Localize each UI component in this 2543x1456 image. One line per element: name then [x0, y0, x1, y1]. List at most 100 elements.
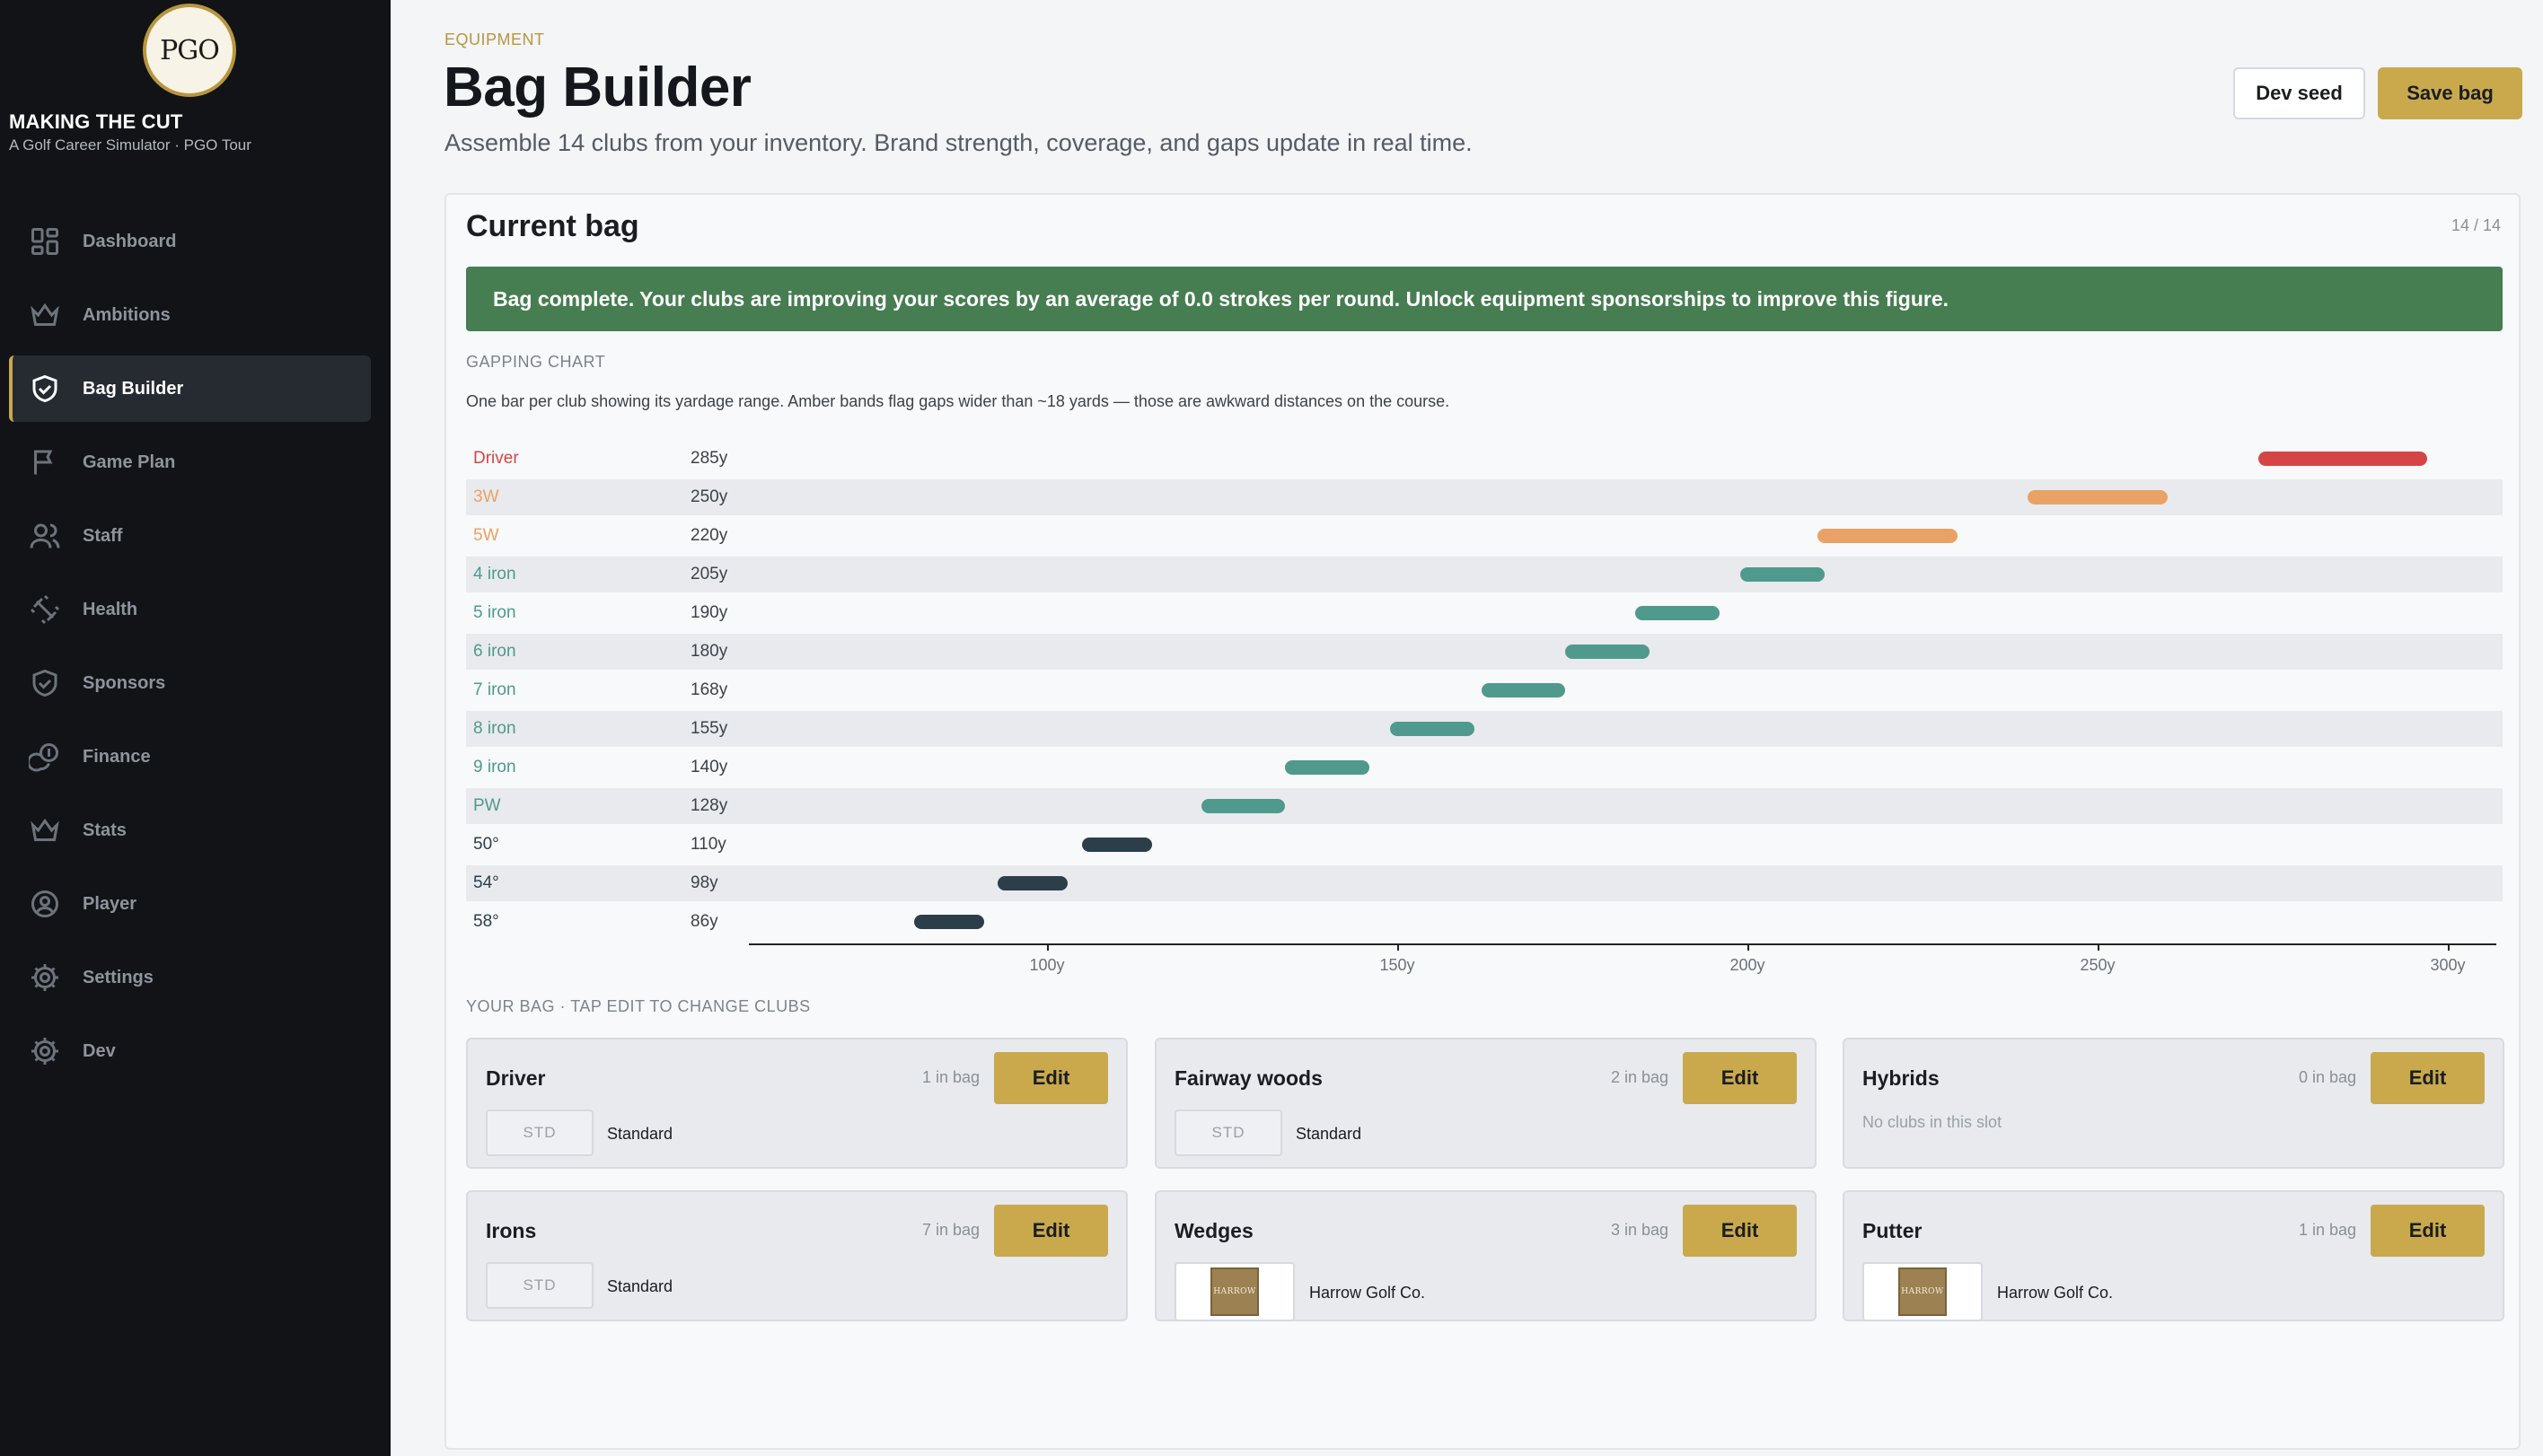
gapping-chart: Driver 285y 3W 250y 5W 220y 4 iron 205y 5 iron 19… [466, 441, 2503, 1177]
yardage-bar [1481, 683, 1566, 697]
card-title: Putter [1862, 1219, 1923, 1242]
yardage-bar [1565, 645, 1650, 659]
yardage-bar [1082, 838, 1152, 852]
gap-row: Driver 285y [466, 441, 2503, 477]
app-subtitle: A Golf Career Simulator · PGO Tour [9, 136, 251, 153]
gap-row: 5W 220y [466, 518, 2503, 554]
gap-row: 7 iron 168y [466, 672, 2503, 708]
gap-row: 50° 110y [466, 827, 2503, 863]
sidebar-item-stats[interactable]: Stats [9, 797, 371, 864]
sidebar-item-staff[interactable]: Staff [9, 503, 371, 569]
page-subtitle: Assemble 14 clubs from your inventory. B… [444, 129, 1473, 156]
club-label: 9 iron [473, 758, 516, 776]
gap-row: 8 iron 155y [466, 711, 2503, 747]
bag-count: 14 / 14 [2451, 216, 2501, 234]
yardage-bar [1201, 799, 1286, 813]
sidebar-item-settings[interactable]: Settings [9, 944, 371, 1011]
sidebar-item-label: Dev [83, 1040, 116, 1061]
card-count: 3 in bag [1610, 1221, 1668, 1239]
crown-icon [31, 303, 59, 326]
card-brand: Standard [1296, 1125, 1362, 1143]
sidebar-item-ambitions[interactable]: Ambitions [9, 282, 371, 348]
club-yardage: 110y [691, 835, 726, 854]
yardage-bar [2028, 490, 2168, 504]
gear-icon [31, 1038, 58, 1065]
club-label: 58° [473, 912, 499, 931]
yardage-bar [1740, 567, 1825, 582]
sidebar-item-player[interactable]: Player [9, 871, 371, 937]
club-yardage: 220y [691, 526, 728, 545]
std-badge: STD [486, 1262, 594, 1309]
yardage-bar [1817, 529, 1958, 543]
gap-row: 9 iron 140y [466, 750, 2503, 785]
bag-card-putter: Putter 1 in bag Edit HARROW Harrow Golf … [1843, 1190, 2504, 1321]
card-count: 1 in bag [921, 1068, 980, 1086]
sidebar-item-label: Stats [83, 820, 127, 840]
card-title: Driver [486, 1066, 546, 1090]
bag-complete-banner: Bag complete. Your clubs are improving y… [466, 267, 2503, 331]
card-title: Irons [486, 1219, 537, 1242]
pgo-logo[interactable]: PGO [143, 4, 236, 97]
club-yardage: 285y [691, 449, 728, 468]
edit-button[interactable]: Edit [994, 1052, 1108, 1104]
handshake-icon [32, 669, 57, 697]
bag-card-irons: Irons 7 in bag Edit STD Standard [466, 1190, 1128, 1321]
sidebar-item-label: Staff [83, 525, 123, 546]
club-yardage: 86y [691, 912, 718, 931]
sidebar-item-label: Player [83, 893, 137, 914]
club-label: 8 iron [473, 719, 516, 738]
x-tick-label: 300y [2430, 956, 2466, 974]
card-brand: Standard [607, 1277, 673, 1295]
sidebar-item-health[interactable]: Health [9, 576, 371, 643]
club-yardage: 98y [691, 873, 718, 892]
club-label: 50° [473, 835, 499, 854]
sidebar-nav: Dashboard Ambitions Bag Builder Game Pla… [9, 208, 371, 1092]
empty-slot-text: No clubs in this slot [1862, 1113, 2002, 1131]
edit-button[interactable]: Edit [1683, 1205, 1797, 1257]
card-title: Wedges [1175, 1219, 1254, 1242]
yardage-bar [998, 876, 1069, 890]
sidebar-item-game-plan[interactable]: Game Plan [9, 429, 371, 496]
sidebar-item-label: Ambitions [83, 304, 171, 325]
std-badge: STD [486, 1110, 594, 1156]
edit-button[interactable]: Edit [1683, 1052, 1797, 1104]
bag-card-wedges: Wedges 3 in bag Edit HARROW Harrow Golf … [1155, 1190, 1817, 1321]
x-tick [1047, 943, 1049, 951]
club-label: 3W [473, 487, 499, 506]
sidebar-item-label: Settings [83, 967, 154, 987]
club-yardage: 140y [691, 758, 728, 776]
sidebar-item-label: Game Plan [83, 452, 176, 472]
x-tick [2448, 943, 2450, 951]
club-yardage: 250y [691, 487, 728, 506]
edit-button[interactable]: Edit [994, 1205, 1108, 1257]
gear-icon [31, 964, 58, 991]
card-brand: Harrow Golf Co. [1997, 1284, 2114, 1302]
dev-seed-button[interactable]: Dev seed [2233, 67, 2365, 119]
club-label: Driver [473, 449, 519, 468]
users-icon [30, 523, 60, 548]
save-bag-button[interactable]: Save bag [2378, 67, 2522, 119]
x-tick-label: 250y [2080, 956, 2116, 974]
club-label: 7 iron [473, 680, 516, 699]
sidebar-item-finance[interactable]: Finance [9, 724, 371, 790]
gap-row: 3W 250y [466, 479, 2503, 515]
brand-logo-badge: HARROW [1862, 1262, 1983, 1321]
yardage-bar [1390, 722, 1474, 736]
sidebar-item-label: Finance [83, 746, 151, 767]
yardage-bar [913, 915, 984, 929]
user-circle-icon [31, 890, 58, 917]
edit-button[interactable]: Edit [2371, 1205, 2485, 1257]
sidebar-item-sponsors[interactable]: Sponsors [9, 650, 371, 716]
card-count: 7 in bag [921, 1221, 980, 1239]
club-label: 5 iron [473, 603, 516, 622]
sidebar-item-dev[interactable]: Dev [9, 1018, 371, 1084]
brand-logo-badge: HARROW [1175, 1262, 1295, 1321]
gap-row: PW 128y [466, 788, 2503, 824]
edit-button[interactable]: Edit [2371, 1052, 2485, 1104]
coins-icon [29, 743, 58, 772]
card-brand: Standard [607, 1125, 673, 1143]
sidebar-item-bag-builder[interactable]: Bag Builder [9, 355, 371, 422]
bag-card-fairway-woods: Fairway woods 2 in bag Edit STD Standard [1155, 1038, 1817, 1169]
sidebar-item-dashboard[interactable]: Dashboard [9, 208, 371, 275]
club-yardage: 168y [691, 680, 728, 699]
